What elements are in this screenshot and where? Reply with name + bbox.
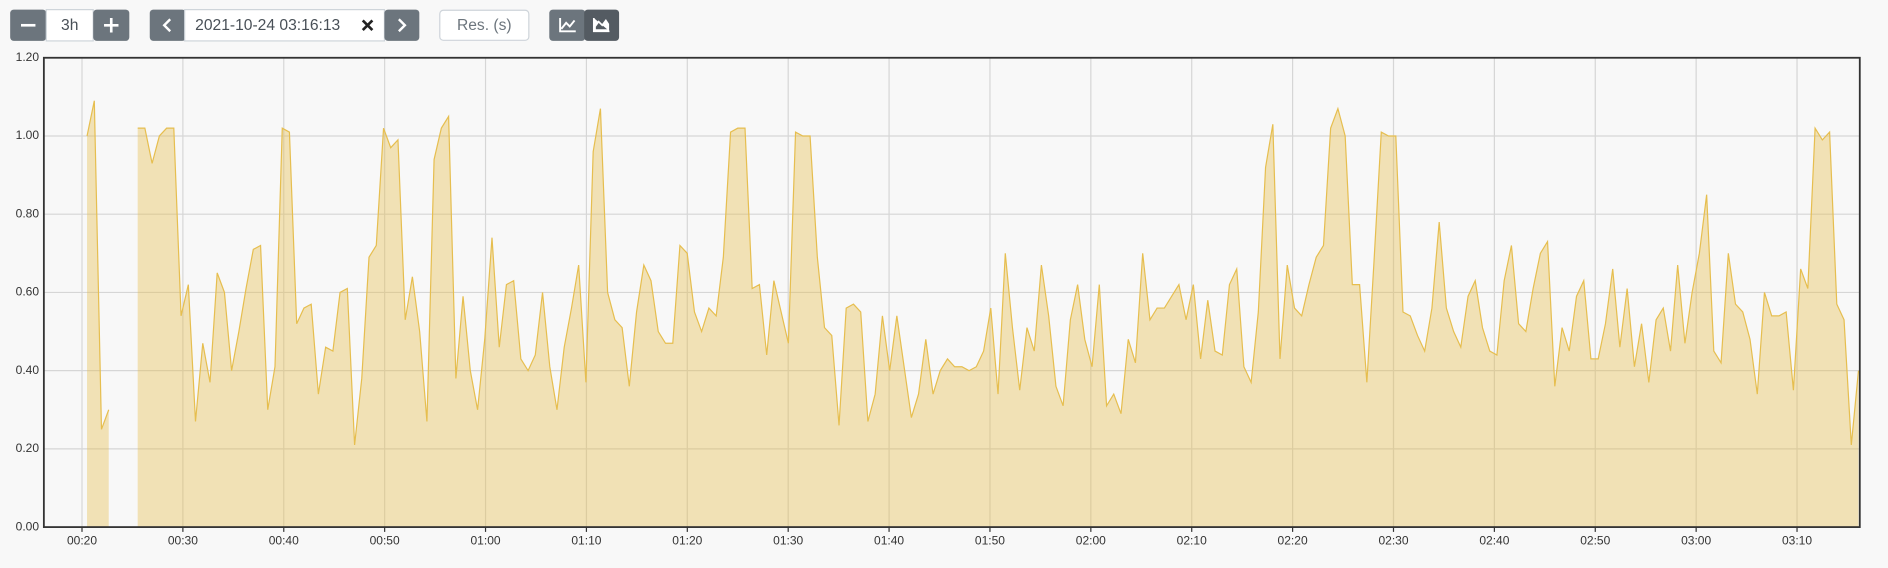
x-tick-label: 02:20 — [1278, 534, 1308, 548]
plot-frame — [42, 56, 1861, 528]
area-chart-icon — [592, 18, 610, 33]
y-tick-label: 0.60 — [16, 285, 40, 299]
y-tick-label: 0.20 — [16, 441, 40, 455]
end-time-input[interactable] — [184, 9, 386, 42]
x-tick-label: 02:00 — [1076, 534, 1106, 548]
x-tick-label: 03:00 — [1681, 534, 1711, 548]
time-forward-button[interactable] — [384, 9, 420, 41]
x-tick-label: 01:40 — [874, 534, 904, 548]
resolution-input[interactable] — [439, 9, 530, 41]
x-tick-label: 02:30 — [1378, 534, 1408, 548]
chevron-left-icon — [162, 18, 172, 33]
y-tick-label: 0.40 — [16, 363, 40, 377]
x-tick-label: 01:10 — [571, 534, 601, 548]
chevron-right-icon — [398, 18, 407, 33]
toolbar: 3h 2021-10-24 03:16:13 Res. (s) — [10, 9, 620, 42]
area-line — [86, 100, 1860, 446]
x-tick-label: 01:20 — [672, 534, 702, 548]
y-tick-label: 1.20 — [16, 50, 40, 64]
resolution-placeholder: Res. (s) — [457, 17, 512, 34]
x-tick-label: 00:50 — [370, 534, 400, 548]
x-tick-label: 01:30 — [773, 534, 803, 548]
x-tick-label: 00:20 — [67, 534, 97, 548]
y-tick-label: 0.80 — [16, 206, 40, 220]
x-tick-label: 02:50 — [1580, 534, 1610, 548]
line-chart-icon — [559, 18, 576, 33]
y-tick-label: 1.00 — [16, 128, 40, 142]
plus-icon — [104, 18, 119, 33]
x-tick-label: 02:40 — [1479, 534, 1509, 548]
area-fill — [87, 100, 1859, 528]
x-tick-label: 01:00 — [470, 534, 500, 548]
x-tick-label: 03:10 — [1782, 534, 1812, 548]
x-tick-label: 01:50 — [975, 534, 1005, 548]
range-value: 3h — [61, 17, 78, 34]
x-tick-label: 00:40 — [269, 534, 299, 548]
time-back-button[interactable] — [149, 9, 186, 41]
x-tick-label: 00:30 — [168, 534, 198, 548]
clear-time-icon[interactable] — [361, 19, 374, 32]
y-tick-label: 0.00 — [16, 519, 40, 533]
x-tick-label: 02:10 — [1177, 534, 1207, 548]
plot: 0.00 0.20 0.40 0.60 0.80 1.00 1.20 00:20 00:30 00… — [16, 50, 1861, 548]
end-time-value: 2021-10-24 03:16:13 — [195, 17, 340, 34]
